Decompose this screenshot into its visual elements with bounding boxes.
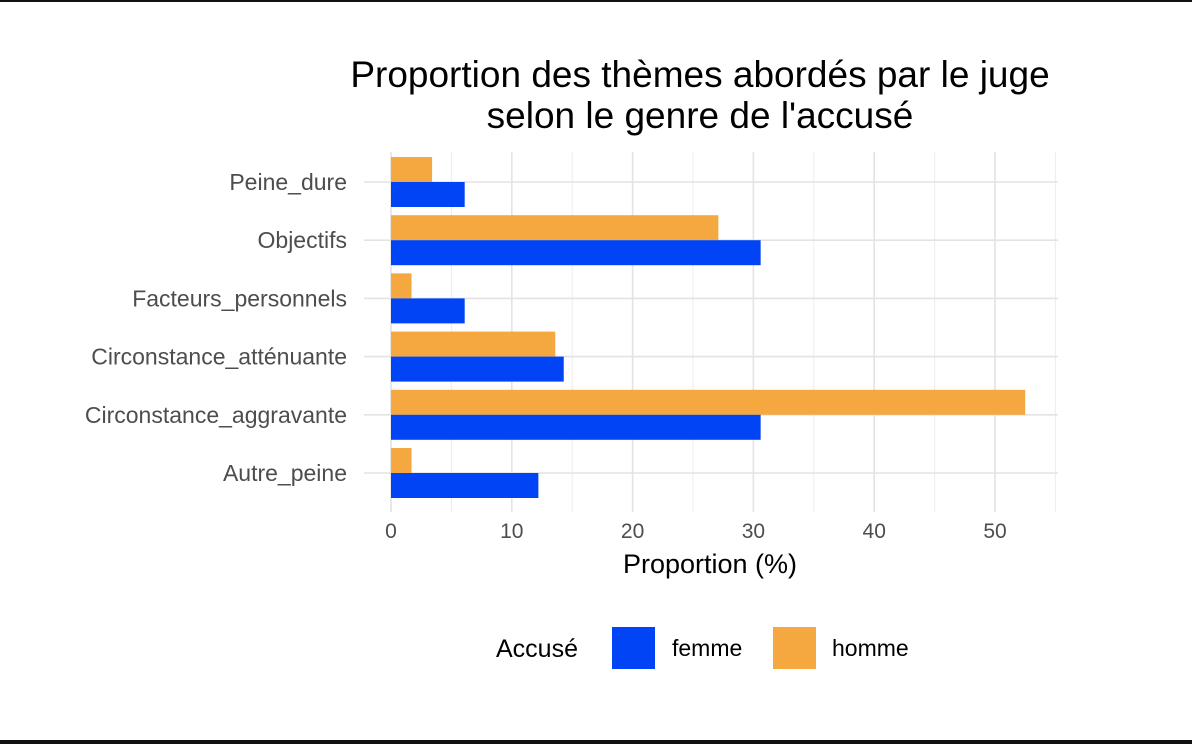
bar-homme (391, 389, 1026, 415)
category-label: Circonstance_aggravante (85, 402, 347, 428)
bar-homme (391, 273, 412, 299)
legend-title: Accusé (496, 635, 578, 663)
top-border (0, 0, 1192, 2)
legend-key-homme (773, 627, 816, 669)
category-label: Autre_peine (223, 460, 347, 486)
bars (391, 157, 1026, 498)
legend-label-femme: femme (672, 635, 742, 661)
bar-femme (391, 356, 564, 382)
bar-homme (391, 157, 433, 182)
legend-key-femme (612, 627, 655, 669)
x-tick-label: 40 (863, 520, 886, 543)
bar-femme (391, 182, 465, 207)
bar-homme (391, 448, 412, 473)
bar-femme (391, 240, 761, 266)
x-tick-label: 50 (983, 520, 1006, 543)
x-tick-label: 20 (621, 520, 644, 543)
legend-label-homme: homme (832, 635, 909, 661)
bar-homme (391, 331, 556, 357)
category-label: Facteurs_personnels (132, 285, 347, 311)
x-tick-labels: 0 10 20 30 40 50 (385, 520, 1007, 543)
bar-femme (391, 298, 465, 324)
x-axis-title: Proportion (%) (623, 549, 797, 579)
category-labels: Peine_dure Objectifs Facteurs_personnels Ci… (85, 169, 347, 486)
category-label: Circonstance_atténuante (91, 344, 347, 370)
bottom-border (0, 740, 1192, 744)
x-tick-label: 0 (385, 520, 397, 543)
category-label: Peine_dure (229, 169, 347, 195)
x-tick-label: 10 (500, 520, 523, 543)
legend: Accusé femme homme (496, 627, 909, 669)
bar-femme (391, 473, 539, 498)
x-tick-label: 30 (742, 520, 765, 543)
bar-homme (391, 215, 719, 241)
bar-femme (391, 414, 761, 440)
chart-title: Proportion des thèmes abordés par le jug… (350, 54, 1049, 136)
category-label: Objectifs (258, 227, 347, 253)
